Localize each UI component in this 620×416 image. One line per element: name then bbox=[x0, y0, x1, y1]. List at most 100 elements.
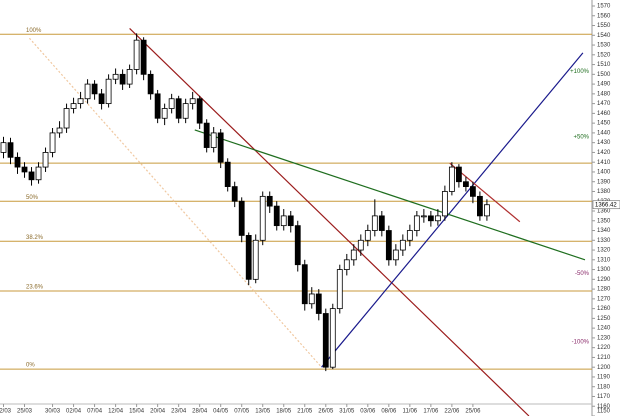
candle-body bbox=[294, 225, 301, 266]
candle-body bbox=[406, 230, 413, 241]
candle-body bbox=[357, 239, 364, 251]
y-tick-label: 1150 bbox=[597, 409, 611, 415]
candle-body bbox=[385, 230, 392, 261]
trend-line bbox=[321, 52, 584, 368]
y-tick-label: 1550 bbox=[597, 23, 611, 29]
candle-body bbox=[427, 215, 434, 222]
annotation: -100% bbox=[572, 339, 590, 345]
candle-body bbox=[420, 215, 427, 218]
annotation: -50% bbox=[575, 271, 590, 277]
y-tick-label: 1230 bbox=[597, 335, 611, 341]
x-tick-label: 03/06 bbox=[360, 409, 376, 415]
candle-body bbox=[455, 166, 462, 183]
annotation: +50% bbox=[573, 134, 589, 140]
candle-body bbox=[378, 215, 385, 231]
candle-body bbox=[441, 191, 448, 217]
candle-body bbox=[217, 132, 224, 163]
y-tick-label: 1340 bbox=[597, 228, 611, 234]
level-label: 100% bbox=[26, 28, 42, 34]
candle-body bbox=[203, 122, 210, 148]
x-tick-label: 17/06 bbox=[423, 409, 439, 415]
x-tick-label: 07/04 bbox=[87, 409, 103, 415]
x-tick-label: 31/05 bbox=[339, 409, 355, 415]
y-tick-label: 1180 bbox=[597, 384, 611, 390]
candle-body bbox=[21, 166, 28, 173]
y-tick-label: 1350 bbox=[597, 218, 611, 224]
candle-body bbox=[210, 132, 217, 148]
candle-body bbox=[42, 152, 49, 168]
level-label: 50% bbox=[26, 195, 39, 201]
candle-body bbox=[329, 308, 336, 368]
candle-body bbox=[70, 103, 77, 109]
candle-body bbox=[14, 156, 21, 168]
candle-body bbox=[477, 195, 483, 217]
candle-body bbox=[105, 78, 112, 105]
candle-body bbox=[35, 166, 42, 181]
trend-line bbox=[194, 129, 586, 261]
candle-body bbox=[469, 186, 476, 197]
candle-body bbox=[364, 230, 371, 241]
y-tick-label: 1260 bbox=[597, 306, 611, 312]
y-tick-label: 1400 bbox=[597, 170, 611, 176]
y-tick-label: 1380 bbox=[597, 189, 611, 195]
candle-body bbox=[343, 259, 350, 270]
y-tick-label: 1320 bbox=[597, 248, 611, 254]
candle-body bbox=[287, 215, 294, 227]
annotation: +100% bbox=[570, 69, 590, 75]
x-tick-label: 02/04 bbox=[66, 409, 82, 415]
y-tick-label: 1240 bbox=[597, 326, 611, 332]
x-tick-label: 22/03 bbox=[0, 409, 12, 415]
y-tick-label: 1440 bbox=[597, 130, 611, 136]
candle-body bbox=[462, 181, 469, 187]
y-tick-label: 1310 bbox=[597, 257, 611, 263]
candle-body bbox=[28, 171, 35, 181]
x-tick-label: 08/06 bbox=[381, 409, 397, 415]
x-tick-label: 07/05 bbox=[234, 409, 250, 415]
y-tick-label: 1220 bbox=[597, 345, 611, 351]
candle-body bbox=[0, 142, 7, 153]
x-tick-label: 20/04 bbox=[150, 409, 166, 415]
x-tick-label: 22/06 bbox=[444, 409, 460, 415]
y-tick-label: 1410 bbox=[597, 160, 611, 166]
candle-body bbox=[245, 235, 252, 280]
candle-body bbox=[112, 73, 119, 80]
candle-body bbox=[371, 215, 378, 231]
candle-body bbox=[154, 93, 161, 119]
y-tick-label: 1540 bbox=[597, 33, 611, 39]
candle-body bbox=[84, 83, 91, 100]
y-tick-label: 1450 bbox=[597, 121, 611, 127]
candle-body bbox=[392, 249, 399, 261]
candle-body bbox=[56, 127, 63, 134]
y-tick-label: 1300 bbox=[597, 267, 611, 273]
candle-body bbox=[49, 132, 56, 153]
y-tick-label: 1250 bbox=[597, 316, 611, 322]
candle-body bbox=[434, 215, 441, 222]
x-tick-label: 30/03 bbox=[45, 409, 61, 415]
candle-body bbox=[315, 293, 322, 314]
candle-body bbox=[7, 142, 14, 158]
level-label: 0% bbox=[26, 363, 35, 369]
y-tick-label: 1530 bbox=[597, 43, 611, 49]
x-tick-label: 11/06 bbox=[403, 409, 418, 415]
y-tick-label: 1480 bbox=[597, 91, 611, 97]
x-tick-label: 13/05 bbox=[255, 409, 271, 415]
candle-body bbox=[252, 239, 259, 280]
candle-body bbox=[182, 103, 189, 119]
candle-body bbox=[301, 264, 308, 305]
y-tick-label: 1210 bbox=[597, 355, 611, 361]
level-label: 23.6% bbox=[26, 285, 44, 291]
y-tick-label: 1520 bbox=[597, 52, 611, 58]
candle-body bbox=[448, 166, 455, 192]
y-tick-label: 1330 bbox=[597, 238, 611, 244]
candle-body bbox=[484, 204, 490, 217]
x-tick-label: 26/05 bbox=[318, 409, 334, 415]
y-tick-label: 1160 bbox=[597, 404, 611, 410]
trend-line bbox=[129, 28, 530, 416]
candle-body bbox=[126, 69, 133, 85]
y-tick-label: 1510 bbox=[597, 62, 611, 68]
candle-body bbox=[63, 108, 70, 129]
x-tick-label: 04/05 bbox=[213, 409, 229, 415]
y-tick-label: 1360 bbox=[597, 209, 611, 215]
y-tick-label: 1200 bbox=[597, 365, 611, 371]
y-tick-label: 1190 bbox=[597, 375, 611, 381]
